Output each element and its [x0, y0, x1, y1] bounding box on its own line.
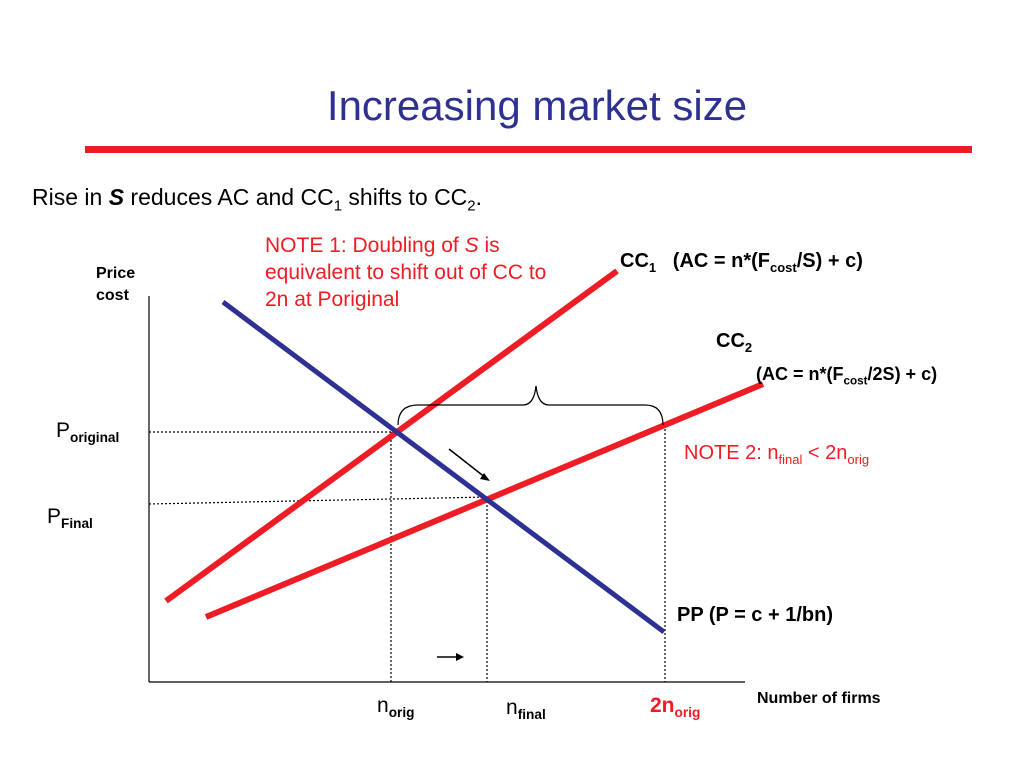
cc2-label: CC2 — [716, 330, 753, 355]
p-original-label: Poriginal — [56, 419, 120, 446]
x-axis-label: Number of firms — [757, 690, 881, 707]
shift-arrow-horizontal-head — [456, 653, 464, 661]
note-2: NOTE 2: nfinal < 2norig — [684, 442, 870, 467]
shift-arrow-diagonal-head — [480, 473, 490, 481]
pp-label: PP (P = c + 1/bn) — [677, 604, 833, 626]
subtitle: Rise in S reduces AC and CC1 shifts to C… — [32, 184, 482, 215]
n-orig-label: norig — [377, 694, 415, 721]
p-final-label: PFinal — [47, 505, 93, 532]
note-1: NOTE 1: Doubling of S is equivalent to s… — [265, 234, 547, 311]
cc2-equation: (AC = n*(Fcost/2S) + c) — [756, 364, 938, 388]
pp-line — [221, 299, 666, 635]
slide-title: Increasing market size — [326, 82, 748, 129]
y-axis-label: Price cost — [96, 265, 136, 304]
shift-arrow-diagonal — [448, 448, 487, 479]
brace — [397, 385, 664, 426]
n-final-label: nfinal — [506, 696, 546, 723]
p-final-guide — [148, 496, 489, 505]
cc1-label: CC1 (AC = n*(Fcost/S) + c) — [620, 250, 863, 275]
title-underline — [85, 146, 972, 153]
two-n-orig-label: 2norig — [650, 694, 701, 721]
cc1-line — [164, 268, 619, 604]
